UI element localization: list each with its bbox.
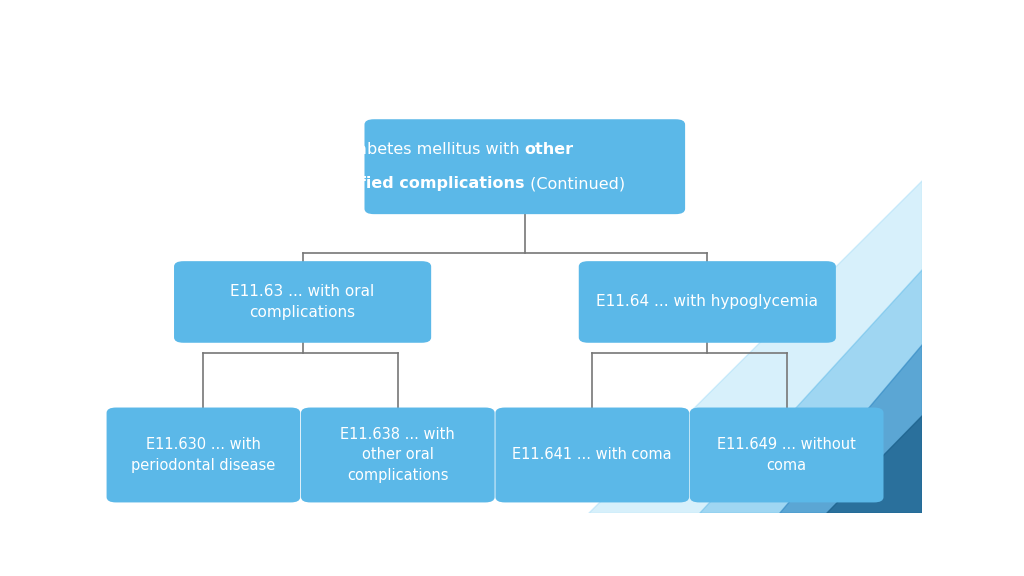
Text: other: other	[524, 142, 573, 157]
Text: E11.649 ... without
coma: E11.649 ... without coma	[717, 437, 856, 473]
FancyBboxPatch shape	[690, 408, 884, 502]
Text: E11.64 ... with hypoglycemia: E11.64 ... with hypoglycemia	[596, 294, 818, 309]
Text: E11.6 Type 2 diabetes mellitus with: E11.6 Type 2 diabetes mellitus with	[234, 142, 524, 157]
Polygon shape	[588, 180, 922, 513]
Text: specified complications: specified complications	[312, 176, 524, 191]
FancyBboxPatch shape	[174, 261, 431, 343]
FancyBboxPatch shape	[301, 408, 495, 502]
FancyBboxPatch shape	[365, 119, 685, 214]
FancyBboxPatch shape	[496, 408, 689, 502]
Text: E11.630 ... with
periodontal disease: E11.630 ... with periodontal disease	[131, 437, 275, 473]
Text: E11.63 ... with oral
complications: E11.63 ... with oral complications	[230, 285, 375, 320]
Polygon shape	[778, 344, 922, 513]
Text: E11.638 ... with
other oral
complications: E11.638 ... with other oral complication…	[340, 427, 456, 483]
Text: E11.641 ... with coma: E11.641 ... with coma	[512, 448, 672, 463]
Text: (Continued): (Continued)	[524, 176, 625, 191]
FancyBboxPatch shape	[579, 261, 836, 343]
Polygon shape	[699, 268, 922, 513]
Polygon shape	[826, 415, 922, 513]
FancyBboxPatch shape	[106, 408, 300, 502]
